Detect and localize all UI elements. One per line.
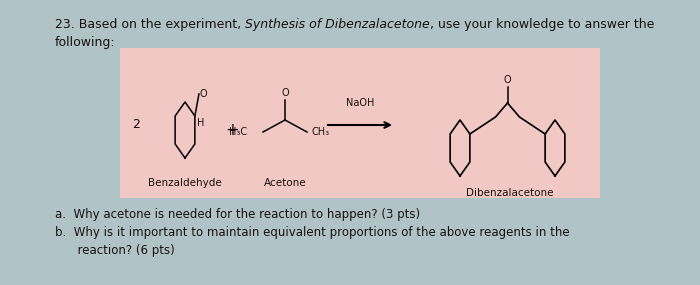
Text: reaction? (6 pts): reaction? (6 pts)	[55, 244, 175, 257]
Text: 23. Based on the experiment,: 23. Based on the experiment,	[55, 18, 245, 31]
Text: O: O	[504, 75, 511, 85]
Text: NaOH: NaOH	[346, 98, 375, 108]
Text: , use your knowledge to answer the: , use your knowledge to answer the	[430, 18, 654, 31]
Text: O: O	[281, 88, 289, 98]
Text: a.  Why acetone is needed for the reaction to happen? (3 pts): a. Why acetone is needed for the reactio…	[55, 208, 420, 221]
FancyBboxPatch shape	[120, 48, 600, 198]
Text: 2: 2	[132, 119, 140, 131]
Text: CH₃: CH₃	[311, 127, 329, 137]
Text: O: O	[200, 89, 208, 99]
Text: Synthesis of Dibenzalacetone: Synthesis of Dibenzalacetone	[245, 18, 430, 31]
Text: H: H	[197, 118, 204, 128]
Text: Dibenzalacetone: Dibenzalacetone	[466, 188, 554, 198]
Text: following:: following:	[55, 36, 116, 49]
Text: Acetone: Acetone	[264, 178, 307, 188]
Text: +: +	[225, 121, 239, 139]
Text: Benzaldehyde: Benzaldehyde	[148, 178, 222, 188]
Text: b.  Why is it important to maintain equivalent proportions of the above reagents: b. Why is it important to maintain equiv…	[55, 226, 570, 239]
Text: H₃C: H₃C	[229, 127, 247, 137]
